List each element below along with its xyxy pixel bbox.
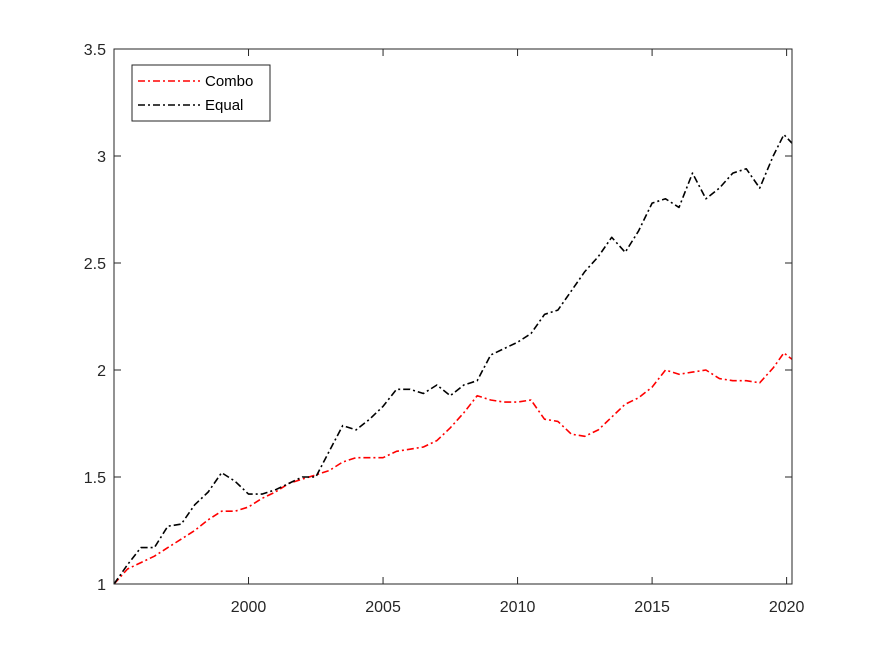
y-tick-label: 3.5 <box>84 42 106 59</box>
ticks-layer: 2000 2005 2010 2015 2020 1 1.5 2 2.5 3 3.5 <box>84 42 805 616</box>
x-tick-label: 2020 <box>769 599 805 616</box>
x-tick-label: 2000 <box>231 599 267 616</box>
legend-label-combo: Combo <box>205 73 253 90</box>
y-tick-label: 1 <box>97 577 106 594</box>
x-tick-label: 2010 <box>500 599 536 616</box>
legend: Combo Equal <box>131 64 271 122</box>
series-line-combo <box>113 352 793 585</box>
plot-area <box>114 49 792 584</box>
legend-box <box>131 64 271 122</box>
y-tick-label: 1.5 <box>84 470 106 487</box>
y-tick-label: 2.5 <box>84 256 106 273</box>
x-tick-label: 2015 <box>634 599 670 616</box>
x-tick-label: 2005 <box>365 599 401 616</box>
y-tick-label: 3 <box>97 149 106 166</box>
series-layer <box>113 133 793 585</box>
series-line-equal <box>113 133 793 585</box>
y-tick-label: 2 <box>97 363 106 380</box>
axes-box <box>113 48 793 585</box>
legend-label-equal: Equal <box>205 97 243 114</box>
